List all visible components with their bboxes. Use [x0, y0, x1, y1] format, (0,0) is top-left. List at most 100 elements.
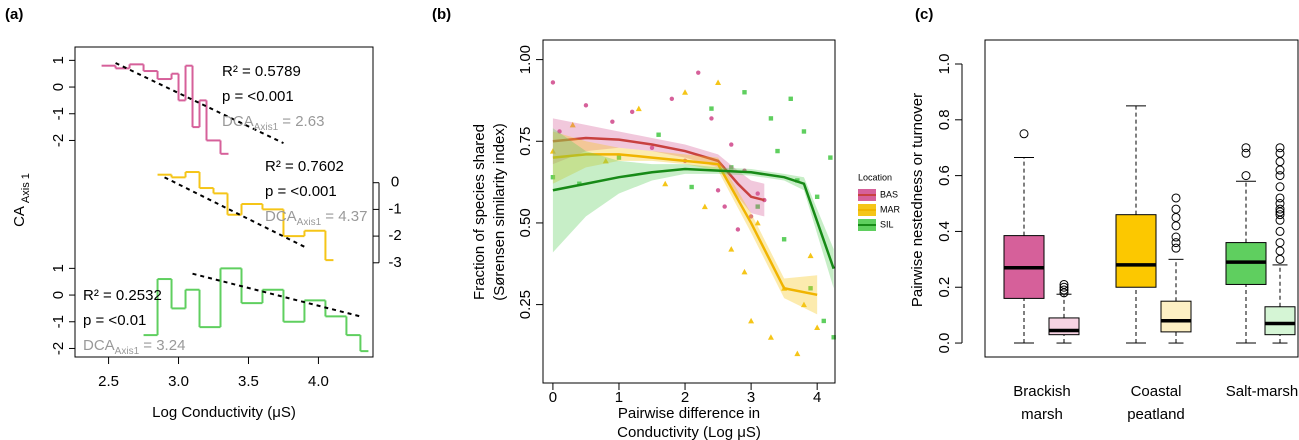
- point: [807, 252, 814, 259]
- plot-frame: [984, 39, 1299, 358]
- y-tick-label: -2: [50, 134, 67, 147]
- y-tick-label: 0.50: [517, 208, 534, 237]
- x-axis-label: Log Conductivity (μS): [152, 404, 296, 421]
- point: [755, 191, 760, 196]
- y-tick-label: 0: [391, 174, 399, 191]
- point: [550, 80, 556, 85]
- point: [662, 180, 669, 187]
- point: [800, 301, 807, 308]
- outlier: [1275, 199, 1285, 209]
- p-value: p = <0.001: [222, 88, 294, 105]
- y-tick-label: 0.6: [936, 165, 953, 186]
- dca: DCAAxis1 = 2.63: [222, 113, 324, 133]
- p-value: p = <0.001: [265, 183, 337, 200]
- group-label: marsh: [1021, 406, 1063, 423]
- outlier: [1171, 193, 1181, 203]
- panel-label: (b): [432, 6, 451, 23]
- y-tick-label: 0.4: [936, 221, 953, 242]
- p-value: p = <0.01: [83, 312, 146, 329]
- outlier: [1275, 157, 1285, 167]
- outlier: [1275, 165, 1285, 175]
- outlier: [1241, 171, 1251, 181]
- outlier: [1275, 193, 1285, 203]
- box: [1264, 306, 1296, 336]
- point: [729, 165, 734, 170]
- point: [629, 109, 635, 115]
- point: [715, 188, 721, 193]
- point: [709, 106, 714, 111]
- point: [801, 129, 807, 134]
- point: [788, 96, 793, 101]
- point: [577, 181, 582, 186]
- x-tick-label: 3.0: [168, 373, 189, 390]
- y-tick-label: -3: [388, 254, 401, 271]
- point: [696, 70, 701, 75]
- point: [814, 194, 820, 199]
- point: [583, 103, 589, 108]
- point: [682, 89, 689, 95]
- y-tick-label: 1.0: [936, 54, 953, 75]
- legend-label: BAS: [880, 189, 898, 199]
- group-label: Brackish: [1013, 383, 1071, 400]
- point: [748, 214, 754, 219]
- y-axis-label: Pairwise nestedness or turnover: [909, 93, 926, 307]
- point: [794, 350, 801, 357]
- y-tick-label: -2: [50, 342, 67, 355]
- legend-title: Location: [858, 172, 892, 182]
- group-label: peatland: [1127, 406, 1185, 423]
- group-label: Coastal: [1131, 383, 1182, 400]
- point: [689, 184, 694, 190]
- point: [775, 148, 780, 154]
- box: [1115, 214, 1157, 288]
- point: [669, 96, 675, 102]
- outlier: [1171, 221, 1181, 231]
- point: [602, 157, 609, 164]
- outlier: [1019, 129, 1029, 139]
- outlier: [1275, 182, 1285, 192]
- x-axis-label: Conductivity (Log μS): [617, 424, 761, 440]
- y-axis-label: Fraction of species shared: [471, 124, 488, 300]
- y-tick-label: -1: [50, 315, 67, 328]
- panel-label: (a): [5, 6, 23, 23]
- trend-line: [192, 272, 361, 318]
- point: [814, 324, 821, 330]
- legend-label: MAR: [880, 204, 901, 214]
- dca-value: = 3.24: [139, 337, 185, 354]
- fit-line: [552, 153, 818, 297]
- y-axis-label: CA Axis 1: [11, 173, 32, 227]
- point: [735, 227, 741, 232]
- x-tick-label: 3: [747, 389, 755, 406]
- dca-value: = 2.63: [278, 113, 324, 130]
- dca-main: DCA: [222, 113, 254, 130]
- point: [748, 317, 755, 324]
- dca: DCAAxis1 = 4.37: [265, 208, 367, 228]
- outlier: [1275, 254, 1285, 264]
- y-tick-label: 0.75: [517, 127, 534, 156]
- y-axis-label: (Sørensen similarity index): [491, 123, 508, 301]
- point: [831, 335, 836, 340]
- point: [828, 155, 833, 160]
- y-tick-label: -1: [50, 107, 67, 120]
- x-tick-label: 3.5: [238, 373, 259, 390]
- x-tick-label: 2: [681, 389, 689, 406]
- point: [767, 334, 774, 340]
- outlier: [1171, 238, 1181, 248]
- point: [709, 116, 714, 121]
- x-tick-label: 1: [615, 389, 623, 406]
- dca-sub: Axis1: [115, 346, 140, 357]
- outlier: [1059, 285, 1069, 295]
- r-squared: R² = 0.7602: [265, 158, 344, 175]
- y-tick-label: 1: [50, 264, 67, 272]
- point: [649, 145, 655, 150]
- y-tick-label: 1: [50, 56, 67, 64]
- outlier: [1275, 238, 1285, 248]
- plot-frame: [74, 46, 374, 358]
- outlier: [1059, 282, 1069, 292]
- y-tick-label: 1.00: [517, 45, 534, 74]
- point: [821, 318, 826, 324]
- point: [722, 204, 727, 209]
- point: [728, 246, 735, 252]
- outlier: [1171, 212, 1181, 222]
- outlier: [1275, 246, 1285, 256]
- outlier: [1059, 279, 1069, 289]
